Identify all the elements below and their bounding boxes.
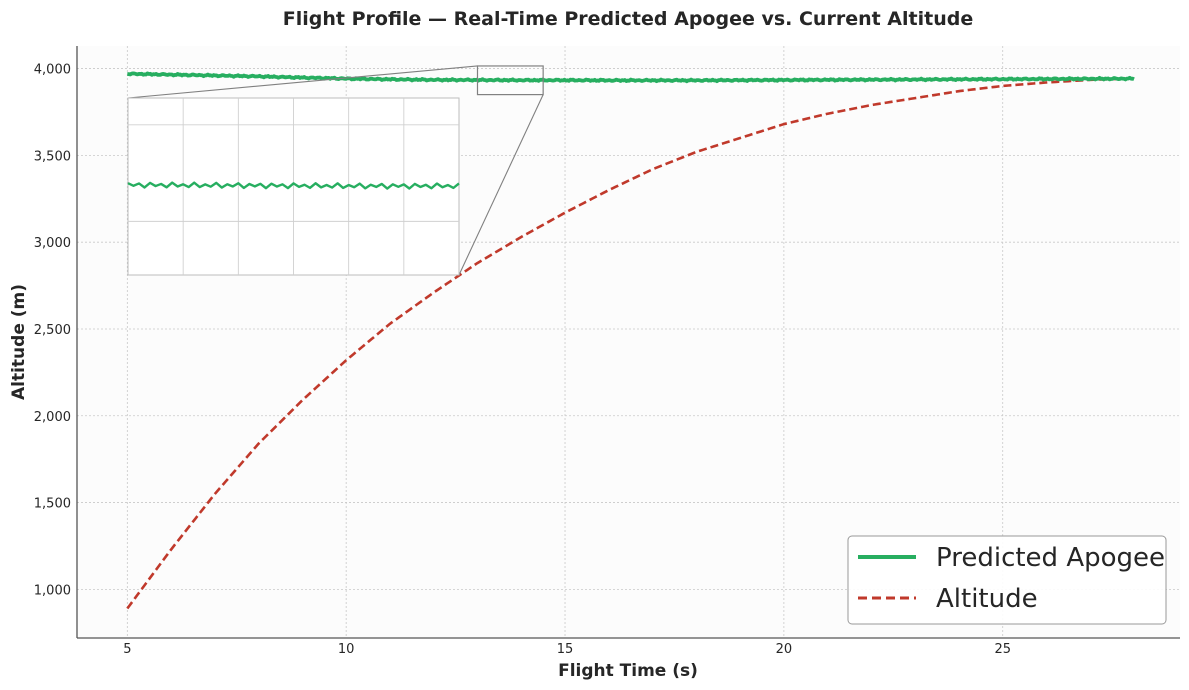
y-tick-label: 1,000 bbox=[34, 583, 71, 598]
y-tick-label: 3,000 bbox=[34, 236, 71, 251]
y-axis-label: Altitude (m) bbox=[9, 284, 29, 400]
tick-labels: 5 10 15 20 25 1,000 1,500 2,000 2,500 3,000 3,500 4… bbox=[34, 63, 1011, 657]
y-tick-label: 3,500 bbox=[34, 149, 71, 164]
x-tick-label: 5 bbox=[123, 642, 131, 657]
x-axis-label: Flight Time (s) bbox=[558, 661, 698, 681]
x-tick-label: 15 bbox=[557, 642, 574, 657]
zoom-region-box bbox=[476, 65, 544, 96]
y-tick-label: 2,500 bbox=[34, 323, 71, 338]
series-line-predicted-apogee bbox=[126, 71, 1135, 84]
inset-connector-top bbox=[127, 65, 478, 99]
y-tick-label: 2,000 bbox=[34, 410, 71, 425]
x-tick-label: 10 bbox=[338, 642, 355, 657]
legend-label-predicted-apogee: Predicted Apogee bbox=[936, 543, 1165, 573]
y-tick-label: 4,000 bbox=[34, 63, 71, 78]
zoom-inset bbox=[127, 65, 544, 276]
inset-series-line-predicted-apogee bbox=[127, 181, 460, 190]
legend-label-altitude: Altitude bbox=[936, 584, 1038, 614]
x-tick-label: 25 bbox=[994, 642, 1011, 657]
x-tick-label: 20 bbox=[776, 642, 793, 657]
legend: Predicted Apogee Altitude bbox=[847, 535, 1167, 625]
inset-connector-bottom bbox=[458, 94, 544, 276]
series-layer bbox=[126, 71, 1135, 610]
axes bbox=[76, 46, 1180, 639]
legend-frame bbox=[847, 535, 1167, 625]
chart-title: Flight Profile — Real-Time Predicted Apo… bbox=[283, 8, 973, 30]
y-tick-label: 1,500 bbox=[34, 497, 71, 512]
